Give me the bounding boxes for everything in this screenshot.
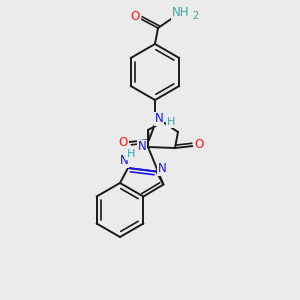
Text: N: N [120, 154, 128, 167]
Text: 2: 2 [192, 11, 198, 21]
Text: O: O [118, 136, 127, 149]
Text: N: N [138, 140, 146, 154]
Text: N: N [158, 162, 167, 175]
Text: N: N [154, 112, 164, 125]
Text: H: H [127, 149, 135, 159]
Text: H: H [167, 117, 176, 127]
Text: O: O [130, 11, 140, 23]
Text: NH: NH [172, 7, 190, 20]
Text: O: O [194, 139, 204, 152]
